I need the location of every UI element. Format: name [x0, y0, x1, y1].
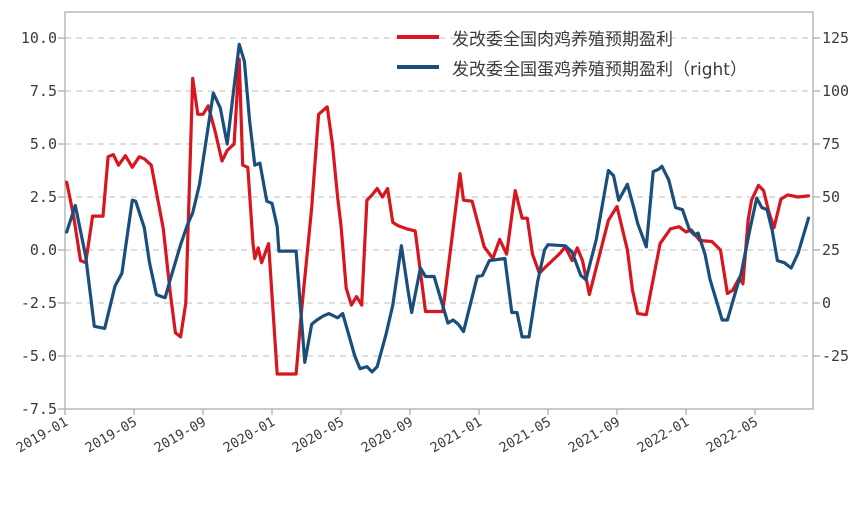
y-axis-left-label: -2.5	[20, 294, 57, 312]
legend-item-broiler: 发改委全国肉鸡养殖预期盈利	[397, 22, 747, 52]
y-axis-left-label: 0.0	[29, 241, 57, 259]
legend-item-layer: 发改委全国蛋鸡养殖预期盈利（right）	[397, 52, 747, 82]
y-axis-right-label: 125	[822, 29, 850, 47]
y-axis-right-label: -25	[822, 347, 850, 365]
y-axis-left-label: 10.0	[20, 29, 57, 47]
legend-label-layer: 发改委全国蛋鸡养殖预期盈利（right）	[452, 59, 747, 80]
y-axis-right-label: 0	[822, 294, 832, 312]
y-axis-right-label: 50	[822, 188, 841, 206]
legend-swatch-broiler-line	[397, 35, 439, 39]
layer-profit-line	[65, 42, 811, 374]
y-axis-left-label: 2.5	[29, 188, 57, 206]
legend-swatch-layer-line	[397, 65, 439, 69]
chart-legend: 发改委全国肉鸡养殖预期盈利 发改委全国蛋鸡养殖预期盈利（right）	[397, 22, 747, 82]
broiler-profit-line	[65, 57, 811, 376]
y-axis-left-label: -5.0	[20, 347, 57, 365]
y-axis-left-label: -7.5	[20, 400, 57, 418]
y-axis-right-label: 25	[822, 241, 841, 259]
y-axis-right-label: 100	[822, 82, 850, 100]
legend-label-broiler: 发改委全国肉鸡养殖预期盈利	[452, 29, 673, 50]
plot-border	[64, 11, 814, 410]
y-axis-left-label: 7.5	[29, 82, 57, 100]
y-axis-right-label: 75	[822, 135, 841, 153]
y-axis-left-label: 5.0	[29, 135, 57, 153]
